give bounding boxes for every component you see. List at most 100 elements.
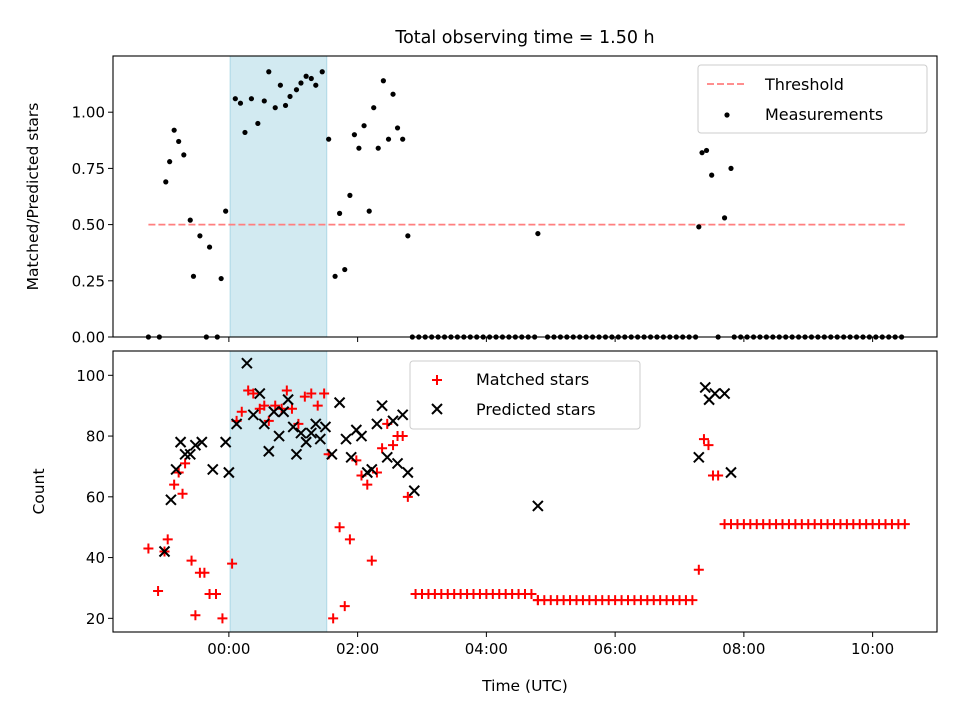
predicted-star-point [391, 457, 404, 470]
measurement-point [293, 87, 300, 93]
x-tick-label: 10:00 [851, 640, 894, 658]
matched-star-point [248, 388, 259, 399]
legend: Threshold Measurements [697, 64, 928, 134]
predicted-star-point [241, 357, 253, 369]
matched-star-point [286, 403, 297, 414]
legend-threshold-label: Threshold [764, 75, 844, 94]
predicted-star-point [219, 436, 232, 448]
matched-star-point [227, 558, 238, 569]
measurement-point [375, 145, 381, 151]
measurement-point [187, 217, 193, 223]
measurement-point [390, 91, 396, 97]
axes-frame [112, 350, 938, 633]
measurement-point [298, 80, 304, 86]
measurement-point [366, 208, 372, 214]
measurement-point [699, 150, 705, 156]
matched-star-point [177, 488, 188, 499]
matched-star-point [344, 534, 355, 545]
matched-star-point [687, 595, 698, 606]
count-subplot: 20 40 60 80 100 00:00 02:00 04:00 06:00 08:00 10:0… [30, 350, 938, 695]
predicted-star-point [355, 430, 368, 442]
predicted-star-point [282, 393, 294, 406]
matched-star-point [153, 585, 164, 596]
matched-star-point [217, 613, 228, 624]
predicted-star-point [699, 381, 711, 394]
predicted-star-point [295, 427, 307, 439]
predicted-star-point [387, 415, 399, 427]
y-tick-label: 20 [86, 610, 105, 628]
predicted-star-point [725, 466, 737, 479]
predicted-star-point [314, 433, 326, 445]
predicted-star-point [273, 430, 285, 442]
x-tick-label: 06:00 [594, 640, 637, 658]
y-tick-label: 0.50 [72, 216, 105, 234]
measurement-point [361, 123, 367, 129]
measurement-point [223, 208, 229, 214]
y-axis-label: Count [30, 468, 48, 514]
legend-predicted-label: Predicted stars [476, 400, 596, 419]
predicted-star-point [189, 439, 202, 451]
measurement-point [709, 172, 715, 178]
predicted-star-point [305, 427, 317, 439]
matched-star-point [211, 589, 221, 600]
matched-star-point [377, 443, 388, 454]
matched-star-point [899, 519, 910, 530]
measurement-point [272, 105, 278, 111]
y-tick-label: 1.00 [72, 104, 105, 122]
predicted-star-point [230, 418, 243, 430]
matched-star-point [713, 470, 724, 481]
measurement-point [206, 244, 213, 250]
predicted-star-point [263, 445, 275, 457]
predicted-star-point [345, 451, 357, 464]
measurement-point [303, 73, 309, 79]
predicted-star-point [300, 436, 312, 448]
measurement-point [176, 138, 182, 145]
measurement-point [181, 152, 187, 158]
predicted-star-point [408, 485, 420, 497]
legend: Matched stars Predicted stars [409, 360, 641, 430]
matched-star-point [362, 479, 373, 490]
measurement-point [347, 192, 353, 198]
matched-star-point [366, 555, 377, 566]
predicted-star-point [333, 396, 346, 409]
predicted-star-point [718, 387, 731, 400]
matched-star-point [236, 406, 247, 417]
measurement-point [385, 136, 392, 142]
measurement-point [242, 129, 248, 136]
predicted-star-point [268, 406, 280, 418]
measurement-point [535, 230, 541, 237]
measurement-point [332, 273, 338, 279]
measurement-point [696, 224, 702, 230]
matched-star-point [703, 440, 714, 451]
matched-star-point [263, 415, 274, 426]
measurement-point [197, 233, 203, 239]
legend-matched-swatch [432, 375, 442, 385]
predicted-star-point [158, 545, 171, 558]
matched-star-point [186, 555, 197, 566]
legend-measurements-swatch [724, 112, 730, 118]
matched-star-point [199, 567, 210, 578]
y-tick-label: 0.25 [72, 272, 105, 290]
predicted-star-point [258, 418, 270, 430]
matched-star-point [306, 388, 317, 399]
y-tick-label: 40 [86, 549, 105, 567]
measurement-point [394, 125, 401, 131]
axes-frame [112, 55, 938, 338]
measurement-point [261, 98, 267, 104]
legend-measurements-label: Measurements [765, 105, 883, 124]
measurement-point [167, 159, 173, 165]
x-tick-label: 02:00 [336, 640, 379, 658]
measurement-point [313, 82, 319, 88]
measurement-point [351, 132, 358, 138]
measurement-point [400, 136, 406, 142]
predicted-star-point [371, 418, 383, 430]
y-axis-label: Matched/Predicted stars [24, 103, 42, 291]
predicted-star-point [381, 451, 393, 464]
measurement-point [266, 69, 272, 75]
legend-matched-label: Matched stars [476, 370, 589, 389]
matched-star-point [526, 589, 537, 600]
measurement-point [232, 96, 238, 102]
predicted-star-point [170, 463, 182, 476]
measurement-point [371, 105, 377, 111]
